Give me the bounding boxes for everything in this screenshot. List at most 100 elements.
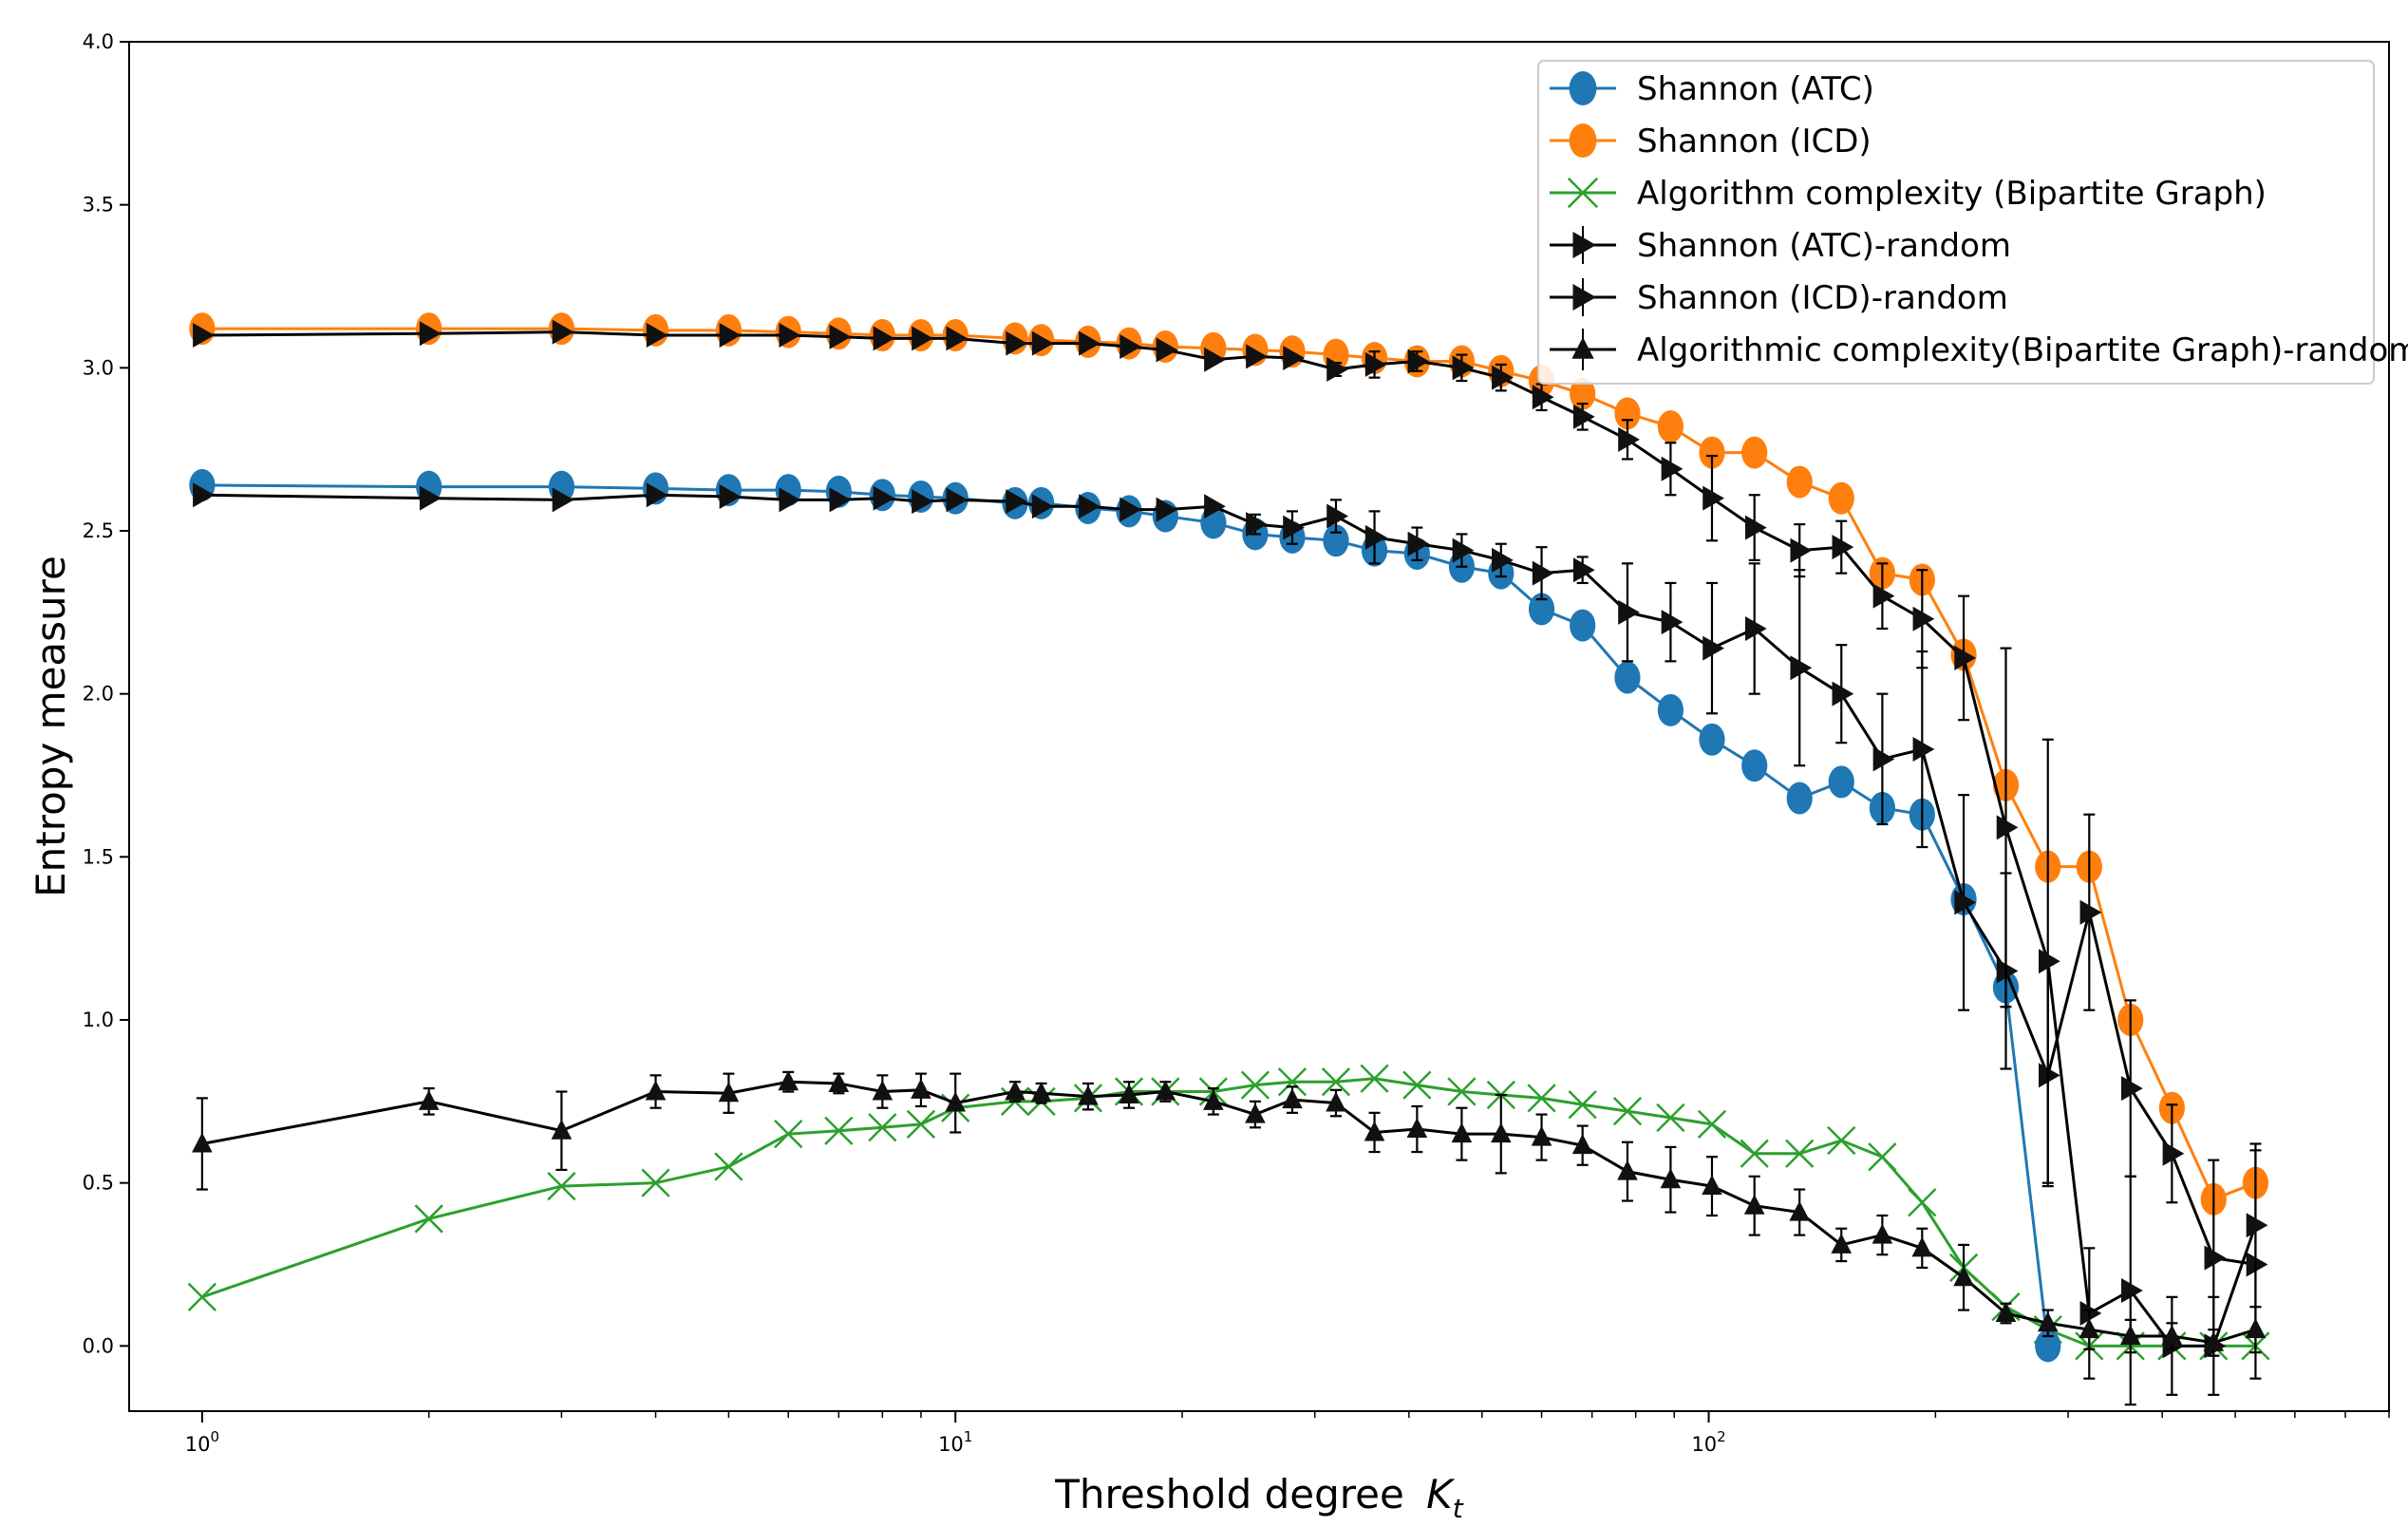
- marker-triangle-right: [1744, 616, 1767, 641]
- marker-triangle-up: [1282, 1088, 1303, 1109]
- marker-triangle-up: [2119, 1325, 2141, 1346]
- marker-triangle-right: [1912, 737, 1935, 763]
- marker-triangle-right: [1912, 606, 1935, 632]
- marker-x: [1360, 1064, 1389, 1093]
- marker-triangle-up: [1406, 1118, 1428, 1139]
- marker-circle: [1741, 436, 1768, 469]
- x-axis-ticks: 100 101 102: [185, 1411, 2390, 1456]
- marker-circle: [1699, 436, 1725, 469]
- x-axis-title: Threshold degree Kt: [1054, 1471, 1463, 1524]
- series-layer: [187, 312, 2270, 1406]
- marker-triangle-up: [645, 1080, 667, 1101]
- marker-triangle-right: [1492, 547, 1514, 573]
- marker-circle: [1570, 377, 1596, 410]
- marker-circle: [1828, 765, 1854, 799]
- legend-frame: [1537, 60, 2375, 385]
- marker-triangle-right: [1079, 330, 1101, 356]
- marker-circle: [1657, 693, 1684, 726]
- plot-frame: [128, 41, 2390, 1412]
- y-tick-label: 2.0: [83, 683, 114, 706]
- marker-triangle-right: [1661, 456, 1684, 481]
- marker-triangle-right: [1006, 330, 1028, 356]
- marker-circle: [1570, 609, 1596, 642]
- marker-triangle-right: [1572, 284, 1596, 311]
- legend-label: Shannon (ICD): [1637, 123, 1872, 160]
- marker-x: [1656, 1103, 1685, 1133]
- marker-x: [906, 1109, 936, 1140]
- marker-x: [1612, 1096, 1643, 1126]
- y-axis-ticks: 0.0 0.5 1.0 1.5 2.0 2.5 3.0 3.5 4.0: [83, 30, 129, 1357]
- marker-triangle-right: [1703, 635, 1724, 661]
- marker-x: [1827, 1125, 1856, 1156]
- marker-circle: [2035, 1329, 2061, 1363]
- marker-x: [774, 1120, 803, 1149]
- marker-triangle-right: [1703, 485, 1724, 511]
- marker-triangle-right: [1618, 426, 1640, 452]
- legend-entry-4: Shannon (ICD)-random: [1550, 278, 2008, 317]
- marker-triangle-up: [1702, 1175, 1722, 1196]
- marker-x: [1277, 1067, 1307, 1097]
- marker-x: [868, 1113, 897, 1142]
- marker-triangle-up: [1078, 1084, 1099, 1105]
- marker-triangle-right: [2079, 1301, 2102, 1326]
- marker-triangle-up: [1155, 1080, 1176, 1101]
- marker-x: [1321, 1067, 1351, 1097]
- marker-x: [1527, 1084, 1556, 1113]
- marker-triangle-up: [1660, 1168, 1682, 1189]
- legend-entry-2: Algorithm complexity (Bipartite Graph): [1550, 175, 2267, 213]
- marker-x: [1568, 1090, 1597, 1120]
- legend-label: Shannon (ICD)-random: [1637, 279, 2008, 317]
- marker-triangle-right: [829, 487, 852, 513]
- marker-triangle-right: [419, 485, 442, 511]
- legend-entry-5: Algorithmic complexity(Bipartite Graph)-…: [1550, 329, 2408, 370]
- marker-triangle-up: [2037, 1311, 2059, 1332]
- marker-triangle-right: [912, 326, 933, 351]
- marker-triangle-right: [1283, 515, 1305, 540]
- marker-x: [824, 1116, 854, 1145]
- marker-triangle-up: [828, 1071, 850, 1092]
- marker-triangle-right: [646, 482, 668, 508]
- marker-triangle-up: [1789, 1200, 1811, 1221]
- marker-x: [641, 1168, 670, 1197]
- y-axis-title: Entropy measure: [28, 556, 74, 897]
- marker-triangle-right: [1832, 535, 1854, 560]
- marker-triangle-up: [872, 1080, 894, 1101]
- x-tick-label: 102: [1691, 1428, 1725, 1456]
- marker-triangle-right: [1031, 494, 1054, 519]
- marker-triangle-right: [1872, 583, 1895, 609]
- marker-triangle-up: [192, 1132, 213, 1153]
- marker-triangle-right: [1954, 890, 1977, 915]
- marker-triangle-right: [1204, 347, 1226, 372]
- series-3: [193, 482, 2268, 1380]
- marker-triangle-right: [1572, 232, 1596, 258]
- marker-circle: [1741, 749, 1768, 782]
- marker-triangle-up: [1953, 1266, 1974, 1287]
- marker-triangle-right: [946, 326, 969, 351]
- marker-triangle-right: [829, 324, 852, 349]
- marker-triangle-right: [1006, 489, 1028, 515]
- marker-triangle-right: [1452, 355, 1475, 381]
- marker-circle: [1569, 71, 1597, 105]
- marker-triangle-right: [1572, 404, 1595, 429]
- marker-triangle-up: [1364, 1121, 1385, 1141]
- y-tick-label: 1.0: [83, 1009, 114, 1031]
- marker-triangle-right: [1744, 515, 1767, 540]
- marker-triangle-right: [1407, 349, 1430, 374]
- marker-triangle-right: [1031, 330, 1054, 356]
- marker-triangle-right: [552, 319, 574, 345]
- marker-triangle-right: [1492, 365, 1514, 390]
- marker-circle: [1786, 465, 1813, 499]
- marker-circle: [1614, 397, 1641, 430]
- marker-triangle-up: [1203, 1089, 1224, 1110]
- marker-triangle-up: [945, 1091, 967, 1112]
- marker-triangle-right: [1326, 357, 1348, 383]
- marker-triangle-up: [551, 1119, 573, 1140]
- legend-entry-3: Shannon (ATC)-random: [1550, 226, 2011, 265]
- marker-triangle-up: [1571, 1134, 1593, 1155]
- marker-triangle-right: [2246, 1252, 2268, 1277]
- marker-triangle-up: [1571, 337, 1594, 359]
- marker-triangle-up: [1245, 1103, 1266, 1123]
- marker-x: [187, 1282, 217, 1311]
- marker-circle: [1569, 123, 1597, 158]
- legend-label: Algorithmic complexity(Bipartite Graph)-…: [1637, 331, 2408, 369]
